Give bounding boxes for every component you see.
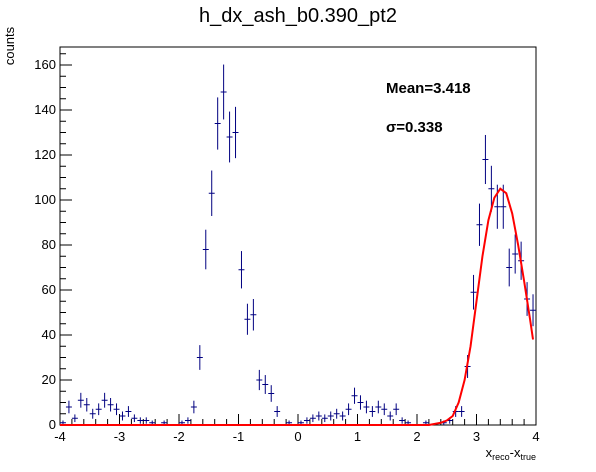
data-point	[83, 398, 90, 412]
data-point	[369, 406, 376, 417]
data-point	[482, 134, 489, 185]
data-point	[327, 411, 334, 421]
data-point	[238, 251, 245, 289]
y-tick-label: 160	[34, 57, 56, 72]
data-point	[262, 375, 269, 394]
sigma-annotation: σ=0.338	[386, 119, 443, 136]
data-point	[363, 400, 370, 414]
data-point	[339, 411, 346, 421]
data-point	[113, 403, 120, 416]
x-tick-label: -3	[114, 429, 126, 444]
chart-title: h_dx_ash_b0.390_pt2	[199, 5, 397, 27]
data-point	[375, 400, 382, 414]
x-tick-label: -4	[54, 429, 66, 444]
y-tick-label: 20	[42, 372, 56, 387]
data-point	[303, 417, 310, 424]
data-point	[101, 392, 108, 408]
data-point	[268, 385, 275, 402]
data-point	[202, 229, 209, 270]
data-point	[315, 411, 322, 421]
data-point	[95, 403, 102, 416]
data-point	[476, 203, 483, 246]
x-axis-label-main: x	[486, 445, 493, 460]
data-point	[137, 417, 144, 424]
data-point	[214, 97, 221, 150]
plot-frame	[59, 46, 537, 426]
x-tick-label: 3	[473, 429, 480, 444]
data-point	[274, 406, 281, 417]
fit-curve	[60, 187, 535, 426]
y-axis: 0 20 40 60 80 100 120 140 160	[34, 53, 72, 432]
y-axis-label: counts	[2, 26, 17, 65]
data-point	[71, 414, 78, 423]
data-point	[512, 234, 519, 274]
data-point	[131, 414, 138, 423]
x-tick-label: -2	[173, 429, 185, 444]
data-point	[244, 303, 251, 335]
y-tick-label: 60	[42, 282, 56, 297]
data-point	[89, 408, 96, 419]
x-axis-label: xreco-xtrue	[486, 445, 536, 462]
x-tick-label: 0	[294, 429, 301, 444]
data-point	[351, 387, 358, 404]
data-point	[381, 403, 388, 416]
y-tick-label: 100	[34, 192, 56, 207]
data-point	[208, 170, 215, 216]
data-point	[190, 400, 197, 414]
data-point	[143, 417, 150, 424]
data-point	[184, 417, 191, 424]
data-point	[357, 395, 364, 410]
data-point	[65, 400, 72, 414]
data-point	[506, 248, 513, 287]
data-point	[393, 403, 400, 416]
y-tick-label: 120	[34, 147, 56, 162]
x-tick-label: 2	[413, 429, 420, 444]
data-points	[60, 64, 536, 425]
mean-annotation: Mean=3.418	[386, 80, 471, 97]
data-point	[250, 299, 257, 331]
x-axis-label-sub1: reco	[492, 452, 510, 462]
data-point	[125, 406, 132, 417]
y-tick-label: 0	[49, 417, 56, 432]
x-axis-label-sub2: true	[520, 452, 536, 462]
data-point	[470, 274, 477, 310]
data-point	[488, 165, 495, 212]
x-tick-label: 1	[354, 429, 361, 444]
data-point	[309, 414, 316, 423]
data-point	[77, 392, 84, 408]
data-point	[232, 106, 239, 159]
data-point	[256, 369, 263, 391]
x-tick-label: 4	[532, 429, 539, 444]
y-tick-label: 140	[34, 102, 56, 117]
data-point	[530, 294, 536, 327]
data-point	[220, 64, 227, 120]
data-point	[399, 417, 406, 424]
data-point	[226, 111, 233, 163]
data-point	[119, 411, 126, 421]
y-tick-label: 40	[42, 327, 56, 342]
data-point	[107, 398, 114, 412]
x-axis-label-mid: -x	[510, 445, 521, 460]
data-point	[458, 406, 465, 417]
y-tick-label: 80	[42, 237, 56, 252]
x-axis: -4 -3 -2 -1 0 1 2 3 4	[54, 414, 540, 444]
data-point	[333, 408, 340, 419]
data-point	[321, 414, 328, 423]
x-tick-label: -1	[233, 429, 245, 444]
data-point	[196, 345, 203, 370]
data-point	[345, 403, 352, 416]
data-point	[387, 411, 394, 421]
